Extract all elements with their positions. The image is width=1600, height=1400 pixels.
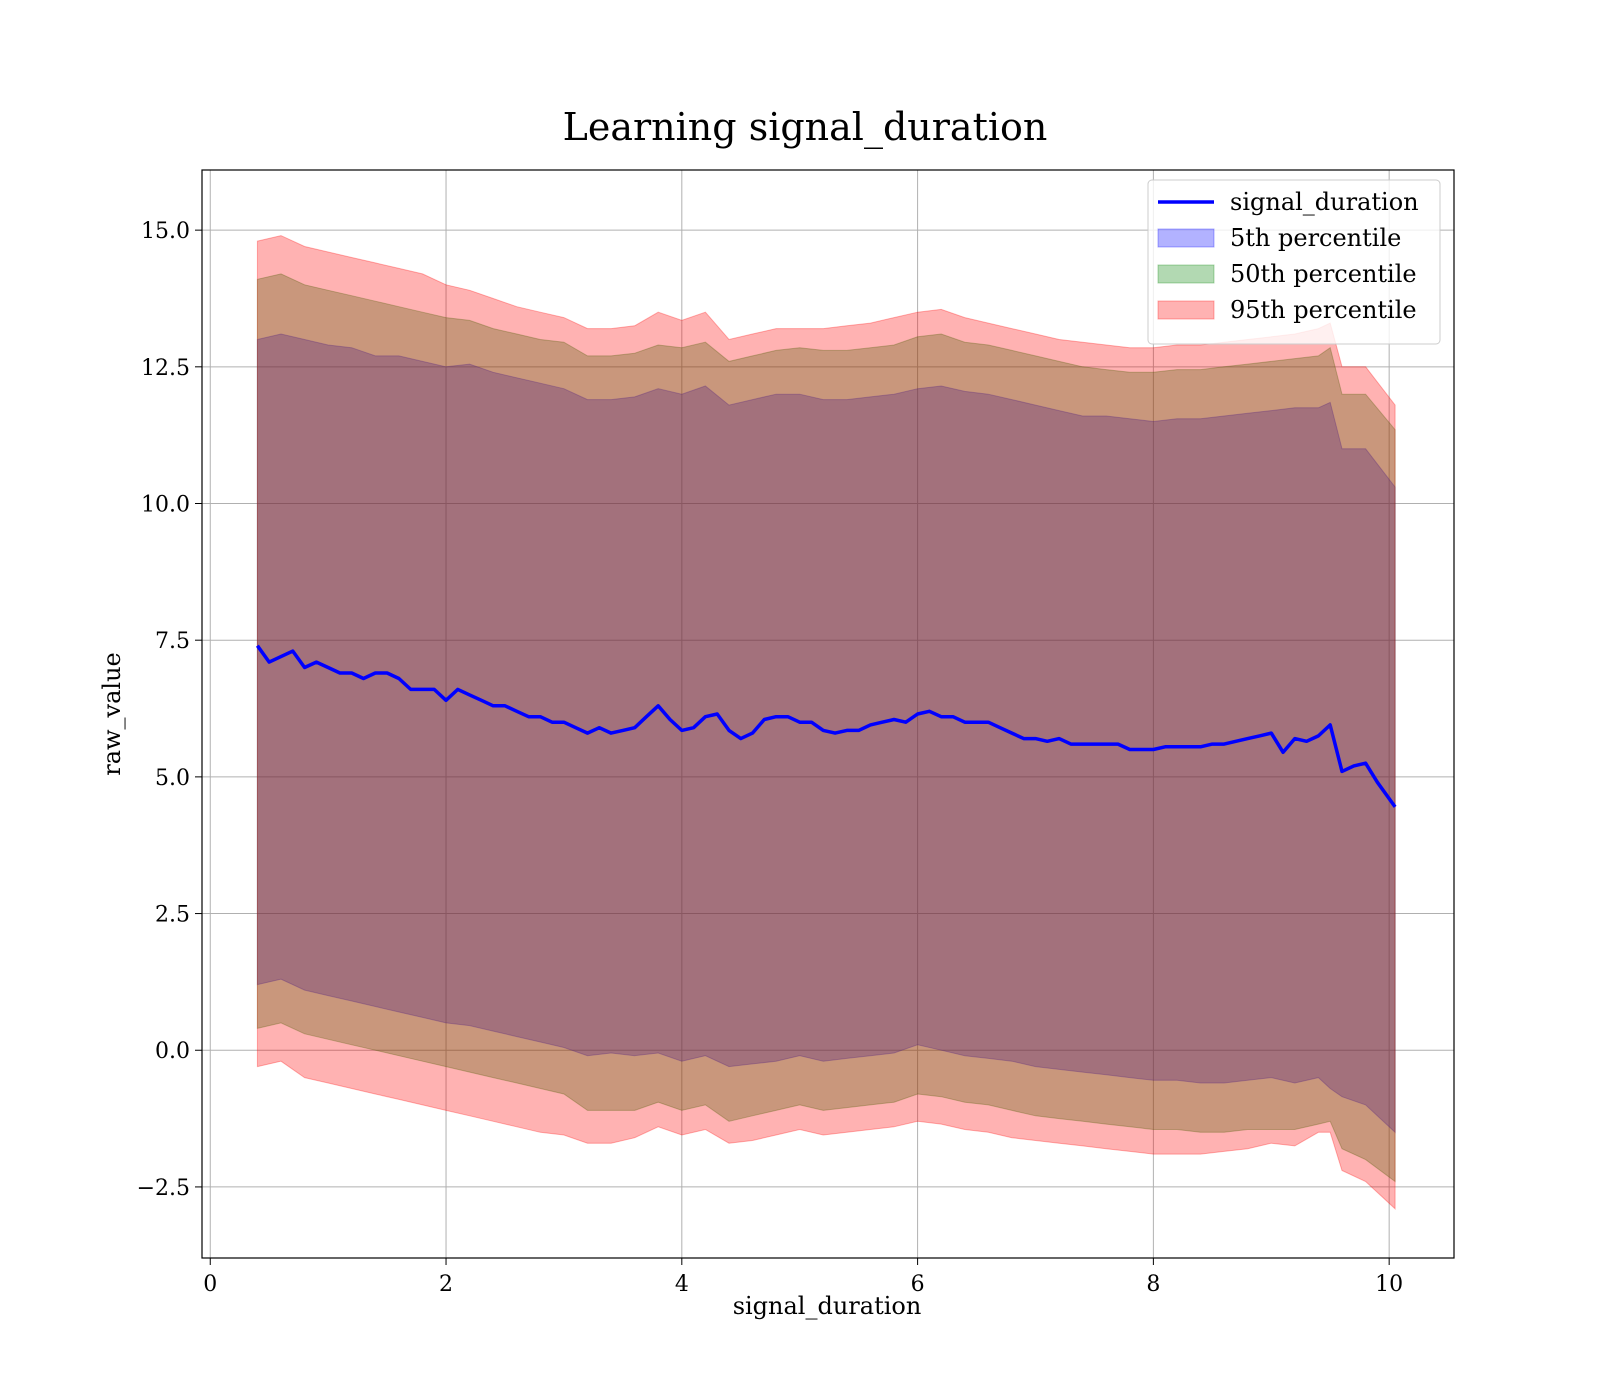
line-signal_duration bbox=[255, 644, 1397, 808]
legend: signal_duration 5th percentile 50th percen… bbox=[1147, 179, 1441, 345]
y-tick-label: −2.5 bbox=[137, 1176, 190, 1201]
grid-lines bbox=[202, 170, 1454, 1258]
legend-label: signal_duration bbox=[1230, 188, 1419, 216]
band-95th-percentile bbox=[256, 235, 1396, 1210]
band-50th-percentile bbox=[256, 273, 1396, 1183]
x-tick-label: 10 bbox=[1375, 1272, 1403, 1297]
bands bbox=[256, 235, 1396, 1210]
legend-label: 95th percentile bbox=[1230, 296, 1417, 324]
y-tick-label: 7.5 bbox=[155, 629, 190, 654]
legend-swatch bbox=[1157, 264, 1215, 284]
band-5th-percentile bbox=[256, 333, 1396, 1134]
y-tick-label: 12.5 bbox=[141, 356, 190, 381]
y-ticks: −2.5 0.0 2.5 5.0 7.5 10.0 12.5 15.0 bbox=[137, 219, 202, 1201]
y-tick-label: 10.0 bbox=[141, 493, 190, 518]
plot-frame bbox=[201, 169, 1455, 1259]
series-lines bbox=[255, 644, 1397, 808]
y-tick-label: 15.0 bbox=[141, 219, 190, 244]
y-axis-label: raw_value bbox=[98, 652, 126, 776]
x-tick-label: 4 bbox=[675, 1272, 689, 1297]
legend-swatch bbox=[1157, 300, 1215, 320]
y-tick-label: 0.0 bbox=[155, 1039, 190, 1064]
y-tick-label: 5.0 bbox=[155, 766, 190, 791]
x-tick-label: 8 bbox=[1146, 1272, 1160, 1297]
x-ticks: 0 2 4 6 8 10 bbox=[203, 1258, 1403, 1297]
x-tick-label: 0 bbox=[203, 1272, 217, 1297]
x-axis-label: signal_duration bbox=[733, 1292, 922, 1320]
x-tick-label: 6 bbox=[911, 1272, 925, 1297]
legend-label: 50th percentile bbox=[1230, 260, 1417, 288]
legend-box bbox=[1147, 179, 1441, 345]
chart-title: Learning signal_duration bbox=[563, 105, 1048, 150]
x-tick-label: 2 bbox=[439, 1272, 453, 1297]
legend-label: 5th percentile bbox=[1230, 224, 1401, 252]
legend-swatch bbox=[1157, 228, 1215, 248]
y-tick-label: 2.5 bbox=[155, 903, 190, 928]
